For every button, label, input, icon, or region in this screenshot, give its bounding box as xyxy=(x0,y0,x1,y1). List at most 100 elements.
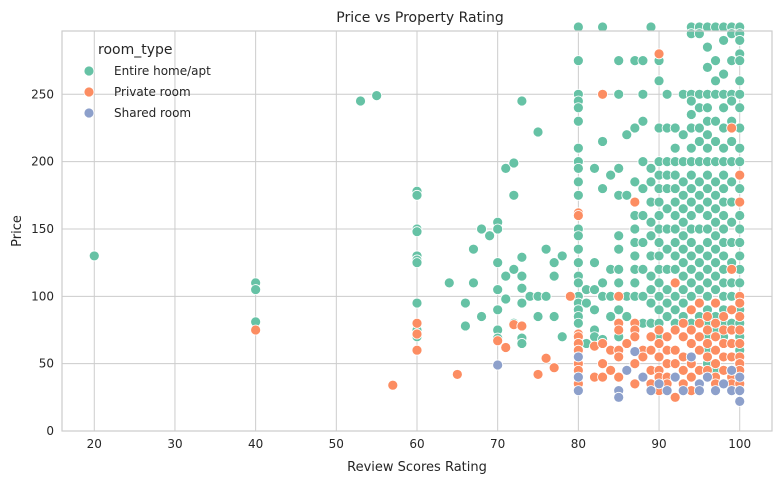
data-point xyxy=(693,243,705,255)
data-point xyxy=(621,364,633,376)
data-point xyxy=(645,176,657,188)
data-point xyxy=(443,277,455,289)
data-point xyxy=(677,243,689,255)
data-point xyxy=(621,338,633,349)
data-point xyxy=(702,61,713,73)
legend-label: Private room xyxy=(114,85,191,99)
data-point xyxy=(411,344,423,356)
data-point xyxy=(669,183,681,194)
x-tick-label: 90 xyxy=(651,437,666,451)
data-point xyxy=(653,75,665,87)
data-point xyxy=(702,183,713,194)
data-point xyxy=(572,142,584,154)
data-point xyxy=(500,270,512,282)
data-point xyxy=(718,169,729,181)
data-point xyxy=(589,162,600,174)
data-point xyxy=(734,196,746,208)
data-point xyxy=(718,210,729,221)
data-point xyxy=(540,290,552,302)
x-tick-label: 20 xyxy=(87,437,102,451)
data-point xyxy=(250,324,262,336)
data-point xyxy=(492,257,504,269)
data-point xyxy=(677,284,689,295)
data-point xyxy=(621,129,633,141)
data-point xyxy=(718,311,729,322)
data-point xyxy=(726,136,738,147)
data-point xyxy=(734,250,746,262)
data-point xyxy=(597,371,608,383)
data-points xyxy=(88,21,746,407)
data-point xyxy=(572,210,584,221)
data-point xyxy=(589,284,600,295)
data-point xyxy=(516,282,528,294)
data-point xyxy=(669,250,681,262)
data-point xyxy=(411,257,423,269)
data-point xyxy=(468,277,479,289)
data-point xyxy=(661,243,673,255)
data-point xyxy=(661,88,673,100)
data-point xyxy=(718,102,729,114)
data-point xyxy=(677,317,689,329)
data-point xyxy=(710,317,721,329)
data-point xyxy=(718,68,729,80)
data-point xyxy=(734,385,746,396)
data-point xyxy=(669,223,681,235)
data-point xyxy=(572,162,584,174)
data-point xyxy=(411,189,423,201)
y-axis-label: Price xyxy=(10,215,25,247)
data-point xyxy=(710,55,721,67)
x-tick-label: 100 xyxy=(728,437,751,451)
data-point xyxy=(669,196,681,208)
data-point xyxy=(589,304,600,316)
data-point xyxy=(718,142,729,154)
data-point xyxy=(685,304,697,316)
data-point xyxy=(492,335,504,347)
data-point xyxy=(677,297,689,309)
data-point xyxy=(685,196,697,208)
x-tick-label: 30 xyxy=(167,437,182,451)
data-point xyxy=(597,183,608,194)
data-point xyxy=(677,230,689,242)
data-point xyxy=(572,385,584,396)
y-tick-label: 150 xyxy=(31,222,54,236)
data-point xyxy=(468,243,479,255)
data-point xyxy=(645,385,657,396)
data-point xyxy=(718,223,729,235)
data-point xyxy=(693,28,705,40)
data-point xyxy=(677,364,689,376)
data-point xyxy=(685,183,697,194)
data-point xyxy=(613,88,625,100)
data-point xyxy=(581,297,592,309)
data-point xyxy=(693,344,705,356)
data-point xyxy=(613,304,625,316)
data-point xyxy=(710,230,721,242)
data-point xyxy=(685,169,697,181)
data-point xyxy=(572,55,584,67)
data-point xyxy=(702,250,713,262)
data-point xyxy=(734,223,746,235)
data-point xyxy=(645,344,657,356)
y-tick-label: 200 xyxy=(31,155,54,169)
data-point xyxy=(710,344,721,356)
data-point xyxy=(710,189,721,201)
data-point xyxy=(734,88,746,100)
legend-label: Shared room xyxy=(114,106,191,120)
data-point xyxy=(653,290,665,302)
data-point xyxy=(685,237,697,248)
data-point xyxy=(629,358,641,370)
data-point xyxy=(589,257,600,269)
legend-marker xyxy=(83,107,95,119)
data-point xyxy=(710,257,721,269)
data-point xyxy=(637,156,649,168)
plot-frame xyxy=(61,30,773,432)
data-point xyxy=(613,391,625,403)
data-point xyxy=(669,263,681,275)
data-point xyxy=(693,284,705,295)
data-point xyxy=(702,290,713,302)
data-point xyxy=(702,169,713,181)
data-point xyxy=(653,196,665,208)
data-point xyxy=(669,304,681,316)
data-point xyxy=(710,385,721,396)
data-point xyxy=(500,342,512,353)
data-point xyxy=(702,351,713,363)
